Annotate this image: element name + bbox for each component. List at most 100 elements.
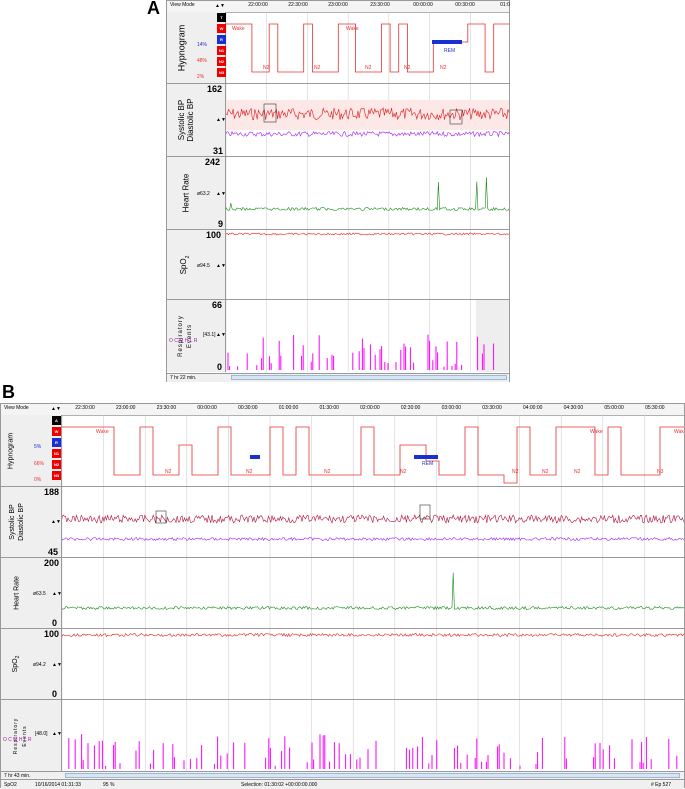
time-tick-label: 23:00:00	[328, 2, 348, 8]
spo2-trace	[62, 632, 684, 638]
stage-r-box: R	[217, 35, 226, 44]
stage-n2-box: N2	[52, 460, 61, 469]
stage-pct-3: 0%	[34, 477, 42, 483]
time-tick-label: 22:00:00	[248, 2, 268, 8]
spo2-scale-arrows-icon[interactable]: ▲▼	[52, 662, 62, 668]
spo2-title: SpO2	[11, 655, 22, 673]
status-bar: SpO2 10/16/2014 01:31:33 95 % Selection:…	[1, 779, 684, 789]
status-epoch: # Ep 527	[651, 782, 672, 788]
diastolic-trace	[62, 536, 684, 542]
bp-title: Systolic BP Diastolic BP	[9, 503, 25, 541]
stage-n1-box: N1	[52, 449, 61, 458]
spo2-avg: ø94.2	[33, 662, 46, 668]
time-axis-bar: View Mode ▲▼ 22:30:00 23:00:00 23:30:00 00:…	[1, 404, 684, 416]
spo2-max: 100	[44, 629, 60, 639]
panel-a-window: View Mode ▲▼ 22:00:00 22:30:00 23:00:00 23:…	[166, 0, 510, 382]
view-mode-arrows-icon[interactable]: ▲▼	[215, 3, 225, 9]
stage-pct-1: 14%	[197, 42, 208, 48]
resp-scale-arrows-icon[interactable]: ▲▼	[52, 731, 62, 737]
spo2-scale-arrows-icon[interactable]: ▲▼	[216, 263, 226, 269]
hr-scale-arrows-icon[interactable]: ▲▼	[52, 591, 62, 597]
resp-plot[interactable]	[226, 300, 509, 372]
systolic-title: Systolic BP	[177, 99, 186, 141]
systolic-trace	[62, 514, 684, 524]
stage-pct-3: 2%	[197, 74, 205, 80]
stage-n1-box: N1	[217, 46, 226, 55]
view-mode-button[interactable]: View Mode	[4, 405, 29, 411]
stage-label: N2	[314, 65, 321, 71]
hr-avg: ø63.2	[197, 191, 210, 197]
hr-plot[interactable]	[62, 558, 684, 628]
rem-bar	[414, 455, 438, 459]
time-tick-label: 00:00:00	[197, 405, 217, 411]
time-tick-label: 23:00:00	[115, 405, 136, 411]
stage-label: N2	[165, 469, 172, 475]
stage-w-box: W	[217, 24, 226, 33]
resp-plot[interactable]	[62, 700, 684, 771]
bp-scale-arrows-icon[interactable]: ▲▼	[216, 117, 226, 123]
time-axis-bar: View Mode ▲▼ 22:00:00 22:30:00 23:00:00 23:…	[167, 1, 510, 13]
bp-min: 45	[48, 547, 59, 557]
bp-label-cell: Systolic BP Diastolic BP 162 31 ▲▼	[167, 84, 226, 156]
duration-text: 7 hr 43 min.	[4, 773, 31, 779]
footer-bar: 7 hr 22 min.	[167, 373, 509, 382]
view-mode-button[interactable]: View Mode	[170, 2, 195, 8]
spo2-trace	[226, 232, 509, 236]
stage-r-box: R	[52, 438, 61, 447]
hypnogram-trace	[226, 23, 509, 73]
hypnogram-plot[interactable]: Wake N2 N2 N2 N2 N2 REM N2 N2 N3 Wake Wake	[62, 415, 684, 486]
stage-label: N2	[263, 65, 270, 71]
spo2-label-cell: SpO2 100 0 ø94.2 ▲▼	[1, 629, 62, 699]
view-mode-arrows-icon[interactable]: ▲▼	[51, 406, 61, 412]
stage-label: Wake	[96, 429, 109, 435]
spo2-plot[interactable]	[226, 230, 509, 299]
hr-min: 0	[52, 618, 58, 628]
stage-label: Wake	[590, 429, 603, 435]
stage-w-box: W	[52, 427, 61, 436]
hr-avg: ø63.5	[33, 591, 46, 597]
stage-pct-2: 48%	[197, 58, 208, 64]
diastolic-trace	[226, 130, 509, 138]
spo2-max: 100	[206, 230, 222, 240]
bp-scale-arrows-icon[interactable]: ▲▼	[51, 519, 61, 525]
bp-plot[interactable]	[226, 84, 509, 156]
resp-avg: [48.0]	[35, 731, 48, 737]
time-tick-label: 23:30:00	[370, 2, 390, 8]
timeline-scrollbar[interactable]	[65, 773, 680, 778]
hypnogram-row: Hypnogram 14% 48% 2% T W R N1 N2 N3 Wake N2 N2 N…	[167, 12, 509, 84]
spo2-plot[interactable]	[62, 629, 684, 699]
stage-label: N2	[574, 469, 581, 475]
time-tick-label: 02:30:00	[400, 405, 421, 411]
hr-title: Heart Rate	[13, 576, 21, 610]
hr-title: Heart Rate	[181, 173, 191, 213]
stage-label: N2	[404, 65, 411, 71]
hr-row: Heart Rate 242 9 ø63.2 ▲▼	[167, 157, 509, 230]
hypnogram-plot[interactable]: Wake N2 N2 N2 N2 N2 REM Wake	[226, 12, 509, 83]
hypnogram-title: Hypnogram	[7, 432, 15, 469]
hr-scale-arrows-icon[interactable]: ▲▼	[216, 191, 226, 197]
spo2-row: SpO2 100 0 ø94.2 ▲▼	[1, 629, 684, 700]
resp-scale-arrows-icon[interactable]: ▲▼	[216, 332, 226, 338]
rem-bar	[250, 455, 260, 459]
hypnogram-trace	[62, 426, 684, 484]
diastolic-title: Diastolic BP	[186, 98, 195, 142]
resp-label-cell: Respiratory Events 66 0 O C M H L R [43.1…	[167, 300, 226, 372]
stage-label: Wake	[346, 26, 359, 32]
hr-plot[interactable]	[226, 157, 509, 229]
timeline-scrollbar[interactable]	[231, 375, 507, 380]
stage-label: N2	[400, 469, 407, 475]
status-selection: Selection: 01:30:02 +00:00:00.000	[241, 782, 318, 788]
stage-label: REM	[422, 461, 433, 467]
bp-plot[interactable]	[62, 487, 684, 557]
status-percent: 95 %	[103, 782, 115, 788]
resp-title: Respiratory Events	[178, 315, 193, 357]
hr-min: 9	[218, 219, 224, 229]
time-tick-label: 05:30:00	[645, 405, 665, 411]
panel-b-window: View Mode ▲▼ 22:30:00 23:00:00 23:30:00 00:…	[0, 403, 685, 789]
bp-label-cell: Systolic BP Diastolic BP 188 45 ▲▼	[1, 487, 62, 557]
shaded-region	[476, 300, 509, 372]
bp-max: 162	[207, 84, 223, 94]
bp-boxplot	[419, 504, 431, 520]
time-tick-label: 01:30:00	[319, 405, 339, 411]
figure-label-b: B	[2, 382, 15, 402]
